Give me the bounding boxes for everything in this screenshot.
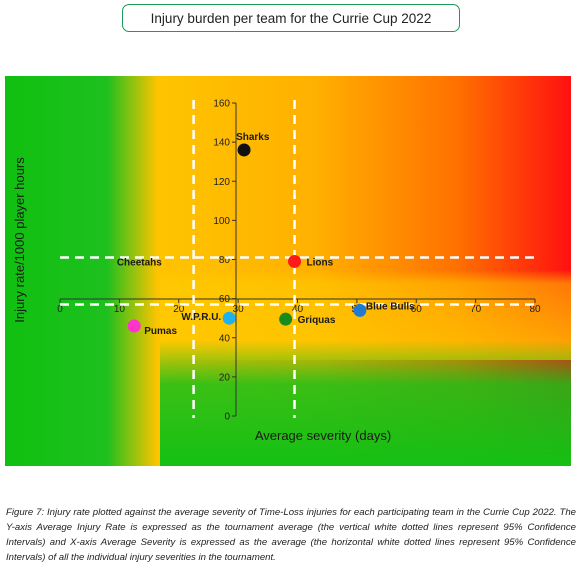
data-point (279, 312, 293, 326)
x-tick-label: 60 (411, 304, 423, 315)
chart-title: Injury burden per team for the Currie Cu… (122, 4, 460, 32)
data-point-label: Lions (307, 257, 334, 268)
x-tick-label: 10 (114, 304, 126, 315)
data-point-label: Griquas (298, 315, 336, 326)
y-tick-label: 100 (213, 216, 230, 227)
data-point-label: W.P.R.U. (181, 312, 221, 323)
x-tick-label: 0 (57, 304, 63, 315)
data-point (353, 303, 367, 317)
scatter-chart: 01020304050607080020406080100120140160 S… (5, 76, 571, 466)
y-tick-label: 160 (213, 99, 230, 110)
y-tick-label: 140 (213, 138, 230, 149)
data-point-label: Sharks (236, 132, 270, 143)
figure-caption: Figure 7: Injury rate plotted against th… (6, 507, 576, 563)
x-tick-label: 70 (470, 304, 482, 315)
data-point-label: Pumas (144, 326, 177, 337)
y-tick-label: 0 (224, 412, 230, 423)
x-axis-label: Average severity (days) (255, 428, 391, 443)
data-point-label: Blue Bulls (366, 301, 415, 312)
y-tick-label: 80 (219, 255, 231, 266)
y-tick-label: 40 (219, 333, 231, 344)
x-tick-label: 30 (233, 304, 245, 315)
y-tick-label: 60 (219, 294, 231, 305)
data-points: Sharks Lions Cheetahs Blue Bulls W.P.R.U. Gri… (117, 132, 415, 337)
heatmap-background (5, 76, 571, 466)
x-tick-label: 40 (292, 304, 304, 315)
data-point (237, 143, 251, 157)
data-point (127, 319, 141, 333)
data-point (288, 254, 302, 268)
x-tick-label: 20 (173, 304, 185, 315)
y-axis-label: Injury rate/1000 player hours (12, 157, 27, 323)
data-point-label: Cheetahs (117, 257, 162, 268)
y-tick-label: 20 (219, 372, 231, 383)
data-point (222, 311, 236, 325)
x-tick-label: 80 (529, 304, 541, 315)
y-tick-label: 120 (213, 177, 230, 188)
data-point (163, 258, 177, 272)
